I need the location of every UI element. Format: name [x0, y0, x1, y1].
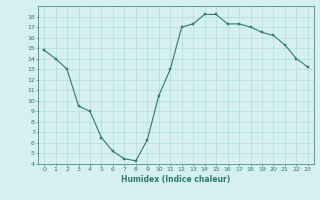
X-axis label: Humidex (Indice chaleur): Humidex (Indice chaleur): [121, 175, 231, 184]
